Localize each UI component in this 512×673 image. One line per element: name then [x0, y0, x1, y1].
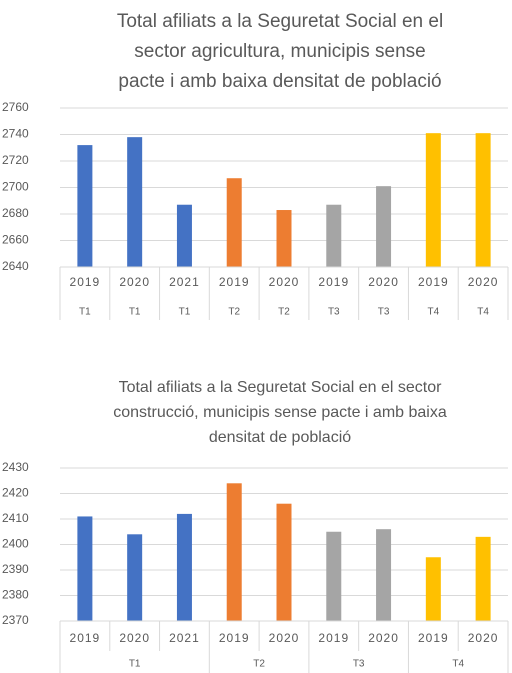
x-tick-label: 2020 [119, 275, 150, 289]
x-tick-label: 2019 [219, 631, 250, 645]
bar [276, 210, 292, 267]
bar [77, 516, 93, 621]
x-tick-label: 2020 [269, 631, 300, 645]
chart-title: densitat de població [209, 429, 351, 446]
group-label: T1 [179, 307, 191, 318]
y-tick-label: 2380 [2, 588, 29, 602]
bar [376, 529, 392, 621]
y-tick-label: 2410 [2, 511, 29, 525]
bar [226, 483, 242, 621]
bar [326, 204, 342, 267]
chart-title: pacte i amb baixa densitat de població [118, 71, 441, 92]
bar [176, 204, 192, 267]
group-label: T4 [477, 307, 489, 318]
x-tick-label: 2020 [368, 631, 399, 645]
bar [226, 178, 242, 267]
y-tick-label: 2760 [2, 100, 29, 114]
group-label: T3 [378, 307, 390, 318]
group-label: T2 [278, 307, 290, 318]
bar [475, 133, 491, 267]
y-tick-label: 2400 [2, 537, 29, 551]
group-label: T1 [129, 307, 141, 318]
x-tick-label: 2020 [468, 631, 499, 645]
group-label: T4 [452, 659, 464, 670]
chart-title: construcció, municipis sense pacte i amb… [113, 404, 447, 421]
group-label: T4 [427, 307, 439, 318]
bar [127, 534, 143, 621]
x-tick-label: 2019 [418, 275, 449, 289]
bar [77, 145, 93, 267]
bar [475, 536, 491, 621]
y-tick-label: 2740 [2, 127, 29, 141]
x-tick-label: 2019 [70, 275, 101, 289]
x-tick-label: 2020 [468, 275, 499, 289]
y-tick-label: 2640 [2, 259, 29, 273]
bar [127, 137, 143, 267]
chart-title: Total afiliats a la Seguretat Social en … [117, 11, 443, 32]
y-tick-label: 2680 [2, 206, 29, 220]
y-tick-label: 2720 [2, 153, 29, 167]
y-tick-label: 2660 [2, 233, 29, 247]
y-tick-label: 2700 [2, 180, 29, 194]
bar [425, 133, 441, 267]
bar [376, 186, 392, 267]
y-tick-label: 2430 [2, 460, 29, 474]
group-label: T2 [253, 659, 265, 670]
x-tick-label: 2021 [169, 631, 200, 645]
x-tick-label: 2020 [269, 275, 300, 289]
x-tick-label: 2021 [169, 275, 200, 289]
chart-title: Total afiliats a la Seguretat Social en … [119, 379, 443, 396]
y-tick-label: 2390 [2, 562, 29, 576]
group-label: T3 [328, 307, 340, 318]
group-label: T1 [79, 307, 91, 318]
x-tick-label: 2020 [119, 631, 150, 645]
bar [425, 557, 441, 621]
x-tick-label: 2020 [368, 275, 399, 289]
x-tick-label: 2019 [318, 275, 349, 289]
group-label: T2 [228, 307, 240, 318]
x-tick-label: 2019 [219, 275, 250, 289]
bar [326, 531, 342, 621]
chart-title: sector agricultura, municipis sense [134, 41, 425, 62]
y-tick-label: 2420 [2, 486, 29, 500]
group-label: T3 [353, 659, 365, 670]
bar [176, 513, 192, 621]
group-label: T1 [129, 659, 141, 670]
y-tick-label: 2370 [2, 613, 29, 627]
x-tick-label: 2019 [70, 631, 101, 645]
bar [276, 503, 292, 621]
x-tick-label: 2019 [318, 631, 349, 645]
x-tick-label: 2019 [418, 631, 449, 645]
